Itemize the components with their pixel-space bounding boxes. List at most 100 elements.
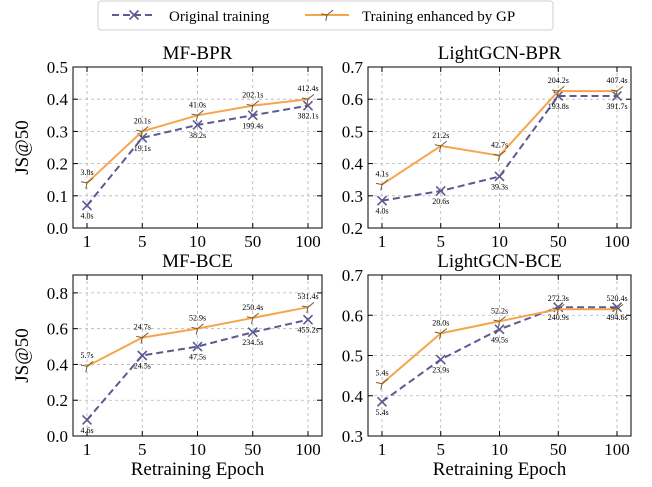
data-point-enhanced-3-arm-a — [252, 312, 260, 319]
data-label-enhanced: 5.7s — [80, 351, 93, 360]
data-point-enhanced-3-arm-a — [557, 304, 565, 310]
data-label-enhanced: 42.7s — [491, 141, 508, 150]
data-label-original: 38.2s — [189, 131, 206, 140]
data-point-original-0 — [81, 414, 93, 425]
x-tick-label: 1 — [378, 440, 387, 459]
data-point-enhanced-1 — [434, 140, 448, 152]
data-point-enhanced-0-arm-b — [80, 364, 88, 367]
data-label-enhanced: 5.4s — [375, 369, 388, 378]
panel-title: LightGCN-BPR — [438, 43, 562, 64]
data-point-enhanced-3-arm-c — [556, 91, 559, 98]
data-point-enhanced-1 — [434, 328, 448, 340]
data-point-enhanced-4-arm-a — [307, 302, 315, 308]
data-point-original-3 — [247, 327, 258, 338]
data-point-enhanced-1-arm-a — [440, 140, 448, 147]
data-label-original: 24.5s — [134, 362, 151, 371]
data-point-original-0-stroke-b — [81, 414, 93, 425]
data-point-enhanced-2 — [191, 323, 204, 335]
data-point-original-2-stroke-b — [494, 171, 505, 182]
y-tick-label: 0.6 — [342, 306, 363, 325]
data-point-enhanced-3-arm-c — [251, 317, 254, 325]
data-point-original-2 — [192, 341, 203, 352]
data-point-enhanced-4-arm-a — [307, 94, 315, 100]
panel-0: 0.0 0.1 0.2 0.3 0.4 0.5 1 5 10 50 100 MF-BPR JS@50 4.… — [12, 43, 323, 251]
data-point-original-0-stroke-b — [81, 200, 93, 211]
y-tick-label: 0.5 — [342, 347, 363, 366]
data-point-enhanced-0-arm-c — [85, 366, 88, 373]
data-point-enhanced-0-arm-b — [375, 182, 383, 186]
data-point-enhanced-0-arm-a — [381, 378, 389, 385]
data-point-enhanced-1-arm-c — [439, 333, 442, 340]
data-point-original-4 — [611, 90, 623, 102]
data-point-enhanced-0-arm-b — [80, 181, 88, 184]
data-point-enhanced-0 — [80, 177, 94, 190]
panels: 0.0 0.1 0.2 0.3 0.4 0.5 1 5 10 50 100 MF-BPR JS@50 4.… — [12, 43, 632, 480]
data-point-original-4-stroke-b — [611, 90, 623, 102]
data-point-original-2 — [494, 171, 505, 182]
data-label-enhanced: 520.4s — [606, 294, 627, 303]
x-tick-label: 50 — [550, 232, 567, 251]
data-point-enhanced-2-arm-c — [497, 321, 500, 328]
data-label-enhanced: 202.1s — [242, 91, 263, 100]
x-tick-label: 10 — [189, 232, 206, 251]
data-point-original-3-stroke-b — [247, 110, 258, 121]
data-point-enhanced-1-arm-b — [136, 335, 143, 339]
data-label-enhanced: 24.7s — [134, 323, 151, 332]
y-tick-label: 0.3 — [342, 427, 363, 446]
data-point-original-3-stroke-b — [553, 90, 564, 102]
data-point-enhanced-4 — [301, 302, 315, 314]
x-tick-label: 100 — [295, 440, 321, 459]
y-tick-label: 0.2 — [47, 155, 68, 174]
legend-marker-original — [128, 9, 140, 21]
data-point-original-0-stroke-b — [376, 396, 388, 407]
y-tick-label: 0.6 — [342, 90, 363, 109]
legend-marker-enhanced-arm-b — [320, 13, 328, 16]
data-point-enhanced-2-arm-b — [493, 319, 500, 322]
data-point-original-2 — [192, 119, 203, 131]
data-point-original-2-stroke-b — [494, 324, 505, 335]
data-point-enhanced-0-arm-c — [85, 182, 88, 190]
data-point-enhanced-2-arm-c — [497, 155, 500, 162]
data-label-original: 19.1s — [134, 144, 151, 153]
data-point-original-1-stroke-b — [435, 354, 446, 365]
x-tick-label: 10 — [491, 232, 508, 251]
data-point-enhanced-3 — [552, 304, 565, 316]
data-point-original-1-stroke-b — [137, 132, 148, 143]
data-point-original-0 — [81, 200, 93, 211]
y-tick-label: 0.7 — [342, 266, 364, 285]
data-point-original-0 — [376, 396, 388, 407]
x-tick-label: 10 — [189, 440, 206, 459]
data-point-enhanced-1-arm-a — [141, 332, 149, 339]
data-label-enhanced: 531.4s — [297, 292, 318, 301]
data-point-enhanced-2-arm-c — [195, 328, 198, 335]
data-point-enhanced-3 — [552, 85, 565, 98]
data-point-enhanced-4 — [301, 94, 315, 106]
panel-3: 0.3 0.4 0.5 0.6 0.7 1 5 10 50 100 LightGCN-BCE Retr… — [342, 251, 632, 480]
data-point-original-4 — [302, 314, 314, 325]
data-point-enhanced-0 — [375, 378, 389, 390]
data-point-enhanced-3 — [246, 312, 260, 325]
data-point-enhanced-0-arm-c — [380, 383, 383, 390]
legend-label-enhanced: Training enhanced by GP — [362, 9, 515, 25]
data-label-original: 193.8s — [548, 102, 569, 111]
data-point-enhanced-4-arm-b — [301, 97, 309, 100]
legend-marker-original-stroke-b — [128, 9, 140, 21]
data-point-original-1-stroke-b — [137, 350, 148, 361]
data-label-original: 4.0s — [375, 207, 388, 216]
data-point-enhanced-0-arm-b — [375, 381, 383, 385]
data-point-enhanced-2-arm-b — [493, 153, 500, 157]
y-tick-label: 0.7 — [342, 58, 364, 77]
y-tick-label: 0.4 — [342, 155, 364, 174]
data-point-enhanced-1-arm-c — [439, 145, 442, 152]
data-point-enhanced-2-arm-b — [191, 113, 198, 116]
panel-title: MF-BPR — [163, 43, 233, 64]
data-label-enhanced: 250.4s — [242, 303, 263, 312]
data-point-enhanced-4-arm-c — [615, 309, 618, 316]
x-tick-label: 100 — [295, 232, 321, 251]
y-axis-label: JS@50 — [12, 328, 33, 382]
data-point-original-3 — [247, 110, 258, 121]
y-tick-label: 0.8 — [47, 284, 68, 303]
x-tick-label: 10 — [491, 440, 508, 459]
data-point-enhanced-4-arm-c — [615, 91, 618, 98]
x-tick-label: 1 — [83, 232, 92, 251]
